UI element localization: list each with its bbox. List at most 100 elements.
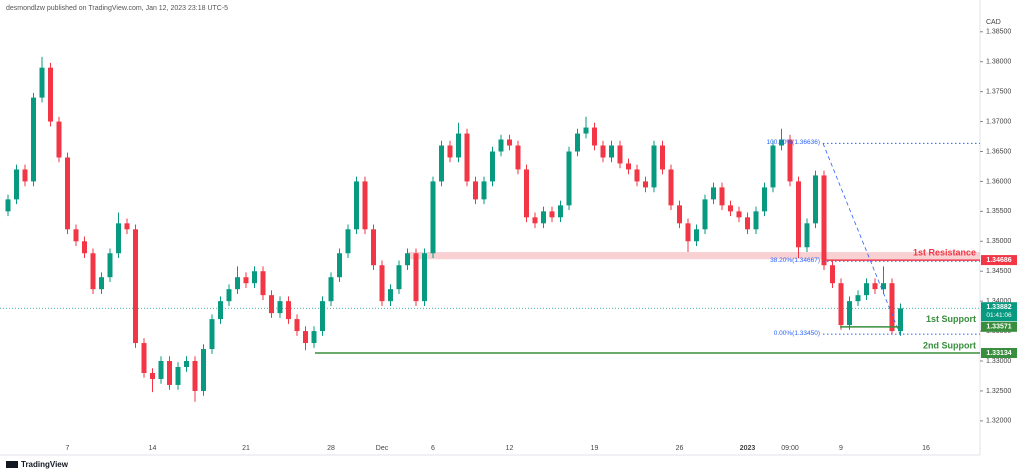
fib-trend [822,143,901,335]
candle-body [804,223,810,248]
last-price: 1.33882 [986,304,1011,311]
candle-body [413,253,419,302]
candle-body [524,169,529,218]
logo [6,461,18,468]
candle-body [362,181,368,230]
candle-body [711,187,716,200]
candle-body [583,127,589,134]
candle-body [660,145,665,170]
candle-body [269,295,274,314]
level-price: 1.33134 [986,350,1011,357]
candle-body [294,319,300,332]
candle-body [728,205,733,212]
level-name: 2nd Support [923,340,976,350]
candle-body [668,169,674,206]
candle-body [235,277,240,290]
candle-body [439,145,444,182]
level-name: 1st Resistance [913,247,976,257]
candle-body [56,121,62,158]
candle-body [838,283,844,326]
y-tick-label: 1.38000 [986,59,1011,66]
candle-body [745,217,750,230]
candle-body [303,331,308,344]
candle-body [872,283,878,290]
candle-body [490,151,495,182]
candle-body [515,145,521,170]
candle-body [209,319,215,350]
candle-body [99,277,104,290]
y-tick-label: 1.36500 [986,148,1011,155]
candle-body [694,229,699,242]
candle-body [464,133,470,182]
candle-body [881,283,886,290]
level-price: 1.33571 [986,324,1011,331]
x-tick-label: 6 [431,445,435,452]
y-tick-label: 1.37500 [986,88,1011,95]
candle-body [813,175,818,224]
candle-body [889,283,895,332]
x-tick-label: 14 [149,445,157,452]
y-tick-label: 1.34000 [986,298,1011,305]
x-tick-label: 09:00 [781,445,799,452]
x-tick-label: 26 [676,445,684,452]
candle-body [90,253,96,290]
candle-body [158,361,164,379]
candle-body [609,145,614,158]
last-price-box [981,302,1017,322]
level-price: 1.34686 [986,257,1011,264]
candle-body [39,67,45,98]
candle-body [753,211,759,230]
x-tick-label: 7 [66,445,70,452]
y-tick-label: 1.37000 [986,118,1011,125]
candle-body [226,289,232,302]
candle-body [651,145,657,188]
x-tick-label: 19 [591,445,599,452]
y-tick-label: 1.35000 [986,238,1011,245]
candle-body [396,265,402,290]
x-tick-label: 16 [922,445,930,452]
candle-body [320,301,325,332]
candle-body [82,241,87,254]
level-price-box [981,347,1017,358]
candle-body [821,175,827,266]
candle-body [337,253,342,278]
resistance-zone [407,252,980,260]
level-price-box [981,255,1017,266]
header: desmondlzw published on TradingView.com,… [6,5,228,12]
candle-body [779,139,784,146]
candle-body [643,181,648,188]
candle-body [447,145,453,158]
level-name: 1st Support [926,314,976,324]
x-tick-label: 21 [242,445,250,452]
candle-body [22,169,28,182]
candle-body [167,361,172,385]
candle-body [770,145,776,188]
candle-body [855,295,861,302]
candle-body [192,361,198,391]
fib-label: 0.00%(1.33450) [774,330,820,337]
candle-body [541,211,546,224]
candle-body [107,253,113,278]
candle-body [473,181,478,200]
candle-body [422,253,427,302]
candle-body [481,181,487,200]
x-tick-label: Dec [376,445,389,452]
candle-body [73,229,79,242]
footer: TradingView [21,460,69,469]
candle-body [677,205,682,224]
candle-body [116,223,121,254]
candle-body [345,229,351,254]
y-tick-label: 1.32000 [986,418,1011,425]
y-tick-label: 1.36000 [986,178,1011,185]
candle-body [133,229,138,344]
candle-body [507,139,512,146]
candle-body [141,343,147,373]
candle-body [379,265,385,302]
candle-body [65,157,70,230]
x-tick-label: 28 [327,445,335,452]
candle-body [558,205,563,218]
candle-body [260,271,266,296]
candle-body [685,223,691,242]
candle-body [702,199,708,230]
